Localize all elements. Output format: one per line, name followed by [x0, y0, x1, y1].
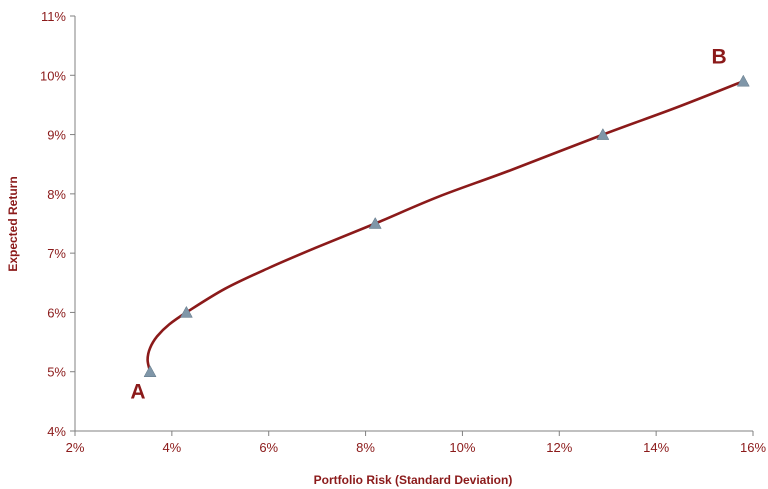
- x-tick-labels: 2% 4% 6% 8% 10% 12% 14% 16%: [66, 431, 766, 455]
- axes: [74, 16, 753, 432]
- x-tick-label: 4%: [162, 440, 181, 455]
- x-tick-label: 14%: [643, 440, 669, 455]
- y-tick-labels: 4% 5% 6% 7% 8% 9% 10% 11%: [40, 9, 75, 439]
- y-tick-label: 10%: [40, 68, 66, 83]
- triangle-marker: [736, 74, 750, 87]
- x-tick-label: 6%: [259, 440, 278, 455]
- point-annotation: B: [712, 45, 727, 68]
- frontier-line: [146, 79, 745, 373]
- x-tick-label: 2%: [66, 440, 85, 455]
- y-tick-label: 9%: [47, 128, 66, 143]
- triangle-marker: [596, 128, 610, 140]
- data-markers: [143, 74, 750, 377]
- annotations: AB: [130, 45, 726, 403]
- y-axis-title: Expected Return: [6, 176, 20, 271]
- point-annotation: A: [130, 380, 145, 403]
- y-tick-label: 7%: [47, 246, 66, 261]
- x-axis-title: Portfolio Risk (Standard Deviation): [314, 473, 513, 487]
- y-tick-label: 4%: [47, 424, 66, 439]
- x-tick-label: 10%: [449, 440, 475, 455]
- x-tick-label: 16%: [740, 440, 766, 455]
- triangle-marker: [179, 305, 193, 318]
- x-tick-label: 12%: [546, 440, 572, 455]
- y-tick-label: 8%: [47, 187, 66, 202]
- x-tick-label: 8%: [356, 440, 375, 455]
- triangle-marker: [368, 216, 382, 229]
- y-tick-label: 11%: [41, 9, 66, 24]
- triangle-marker: [143, 365, 157, 377]
- y-tick-label: 6%: [47, 305, 66, 320]
- y-tick-label: 5%: [47, 365, 66, 380]
